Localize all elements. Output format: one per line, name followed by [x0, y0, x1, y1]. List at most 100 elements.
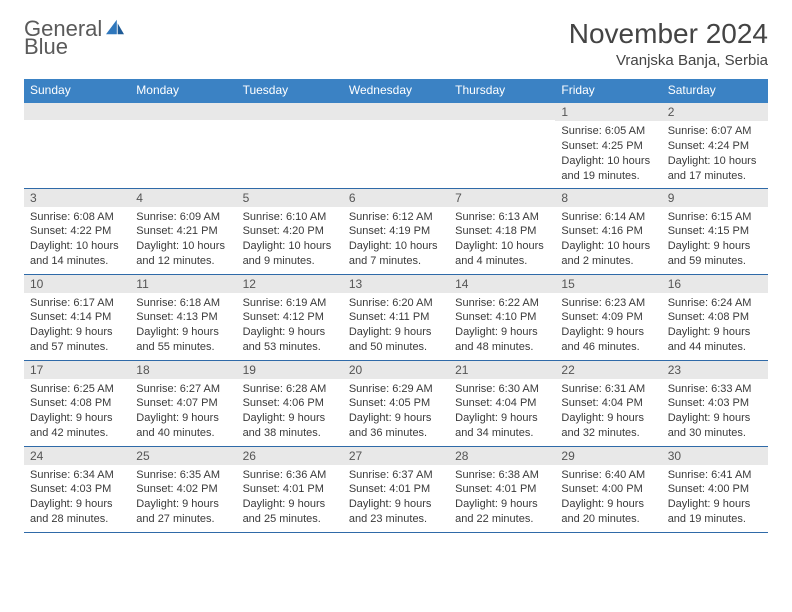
- calendar-cell: 20Sunrise: 6:29 AMSunset: 4:05 PMDayligh…: [343, 360, 449, 446]
- day-number: 26: [237, 447, 343, 465]
- day-details: Sunrise: 6:18 AMSunset: 4:13 PMDaylight:…: [130, 293, 236, 359]
- day-number: 23: [662, 361, 768, 379]
- calendar-cell: 28Sunrise: 6:38 AMSunset: 4:01 PMDayligh…: [449, 446, 555, 532]
- calendar-cell: 21Sunrise: 6:30 AMSunset: 4:04 PMDayligh…: [449, 360, 555, 446]
- day-number: 25: [130, 447, 236, 465]
- calendar-week: 1Sunrise: 6:05 AMSunset: 4:25 PMDaylight…: [24, 102, 768, 188]
- calendar-cell: 22Sunrise: 6:31 AMSunset: 4:04 PMDayligh…: [555, 360, 661, 446]
- calendar-cell: 1Sunrise: 6:05 AMSunset: 4:25 PMDaylight…: [555, 102, 661, 188]
- day-header: Wednesday: [343, 79, 449, 102]
- day-details: Sunrise: 6:19 AMSunset: 4:12 PMDaylight:…: [237, 293, 343, 359]
- day-number: 24: [24, 447, 130, 465]
- calendar-cell: 25Sunrise: 6:35 AMSunset: 4:02 PMDayligh…: [130, 446, 236, 532]
- day-details: Sunrise: 6:17 AMSunset: 4:14 PMDaylight:…: [24, 293, 130, 359]
- empty-day-strip: [130, 103, 236, 120]
- calendar-cell: [237, 102, 343, 188]
- day-details: Sunrise: 6:41 AMSunset: 4:00 PMDaylight:…: [662, 465, 768, 531]
- day-details: Sunrise: 6:33 AMSunset: 4:03 PMDaylight:…: [662, 379, 768, 445]
- day-details: Sunrise: 6:08 AMSunset: 4:22 PMDaylight:…: [24, 207, 130, 273]
- day-header: Friday: [555, 79, 661, 102]
- calendar-cell: 7Sunrise: 6:13 AMSunset: 4:18 PMDaylight…: [449, 188, 555, 274]
- calendar-cell: 30Sunrise: 6:41 AMSunset: 4:00 PMDayligh…: [662, 446, 768, 532]
- day-number: 30: [662, 447, 768, 465]
- calendar-cell: 24Sunrise: 6:34 AMSunset: 4:03 PMDayligh…: [24, 446, 130, 532]
- day-details: Sunrise: 6:13 AMSunset: 4:18 PMDaylight:…: [449, 207, 555, 273]
- calendar-table: SundayMondayTuesdayWednesdayThursdayFrid…: [24, 79, 768, 533]
- day-number: 2: [662, 103, 768, 121]
- day-header: Thursday: [449, 79, 555, 102]
- calendar-cell: [130, 102, 236, 188]
- day-number: 15: [555, 275, 661, 293]
- calendar-cell: 29Sunrise: 6:40 AMSunset: 4:00 PMDayligh…: [555, 446, 661, 532]
- day-number: 29: [555, 447, 661, 465]
- calendar-week: 24Sunrise: 6:34 AMSunset: 4:03 PMDayligh…: [24, 446, 768, 532]
- day-number: 5: [237, 189, 343, 207]
- day-details: Sunrise: 6:31 AMSunset: 4:04 PMDaylight:…: [555, 379, 661, 445]
- day-details: Sunrise: 6:09 AMSunset: 4:21 PMDaylight:…: [130, 207, 236, 273]
- day-details: Sunrise: 6:36 AMSunset: 4:01 PMDaylight:…: [237, 465, 343, 531]
- brand-logo: General Blue: [24, 18, 126, 58]
- day-details: Sunrise: 6:28 AMSunset: 4:06 PMDaylight:…: [237, 379, 343, 445]
- day-number: 1: [555, 103, 661, 121]
- calendar-cell: 19Sunrise: 6:28 AMSunset: 4:06 PMDayligh…: [237, 360, 343, 446]
- calendar-cell: [24, 102, 130, 188]
- calendar-cell: 15Sunrise: 6:23 AMSunset: 4:09 PMDayligh…: [555, 274, 661, 360]
- brand-sail-icon: [104, 18, 126, 36]
- day-number: 6: [343, 189, 449, 207]
- day-number: 27: [343, 447, 449, 465]
- day-details: Sunrise: 6:38 AMSunset: 4:01 PMDaylight:…: [449, 465, 555, 531]
- day-header: Monday: [130, 79, 236, 102]
- empty-day-strip: [343, 103, 449, 120]
- location-label: Vranjska Banja, Serbia: [569, 52, 768, 69]
- day-details: Sunrise: 6:25 AMSunset: 4:08 PMDaylight:…: [24, 379, 130, 445]
- day-number: 18: [130, 361, 236, 379]
- day-number: 3: [24, 189, 130, 207]
- day-number: 4: [130, 189, 236, 207]
- day-details: Sunrise: 6:23 AMSunset: 4:09 PMDaylight:…: [555, 293, 661, 359]
- day-number: 14: [449, 275, 555, 293]
- day-details: Sunrise: 6:12 AMSunset: 4:19 PMDaylight:…: [343, 207, 449, 273]
- calendar-cell: [449, 102, 555, 188]
- calendar-cell: 23Sunrise: 6:33 AMSunset: 4:03 PMDayligh…: [662, 360, 768, 446]
- calendar-week: 17Sunrise: 6:25 AMSunset: 4:08 PMDayligh…: [24, 360, 768, 446]
- day-details: Sunrise: 6:24 AMSunset: 4:08 PMDaylight:…: [662, 293, 768, 359]
- calendar-week: 10Sunrise: 6:17 AMSunset: 4:14 PMDayligh…: [24, 274, 768, 360]
- month-title: November 2024: [569, 18, 768, 50]
- calendar-cell: 27Sunrise: 6:37 AMSunset: 4:01 PMDayligh…: [343, 446, 449, 532]
- day-details: Sunrise: 6:40 AMSunset: 4:00 PMDaylight:…: [555, 465, 661, 531]
- empty-day-strip: [237, 103, 343, 120]
- day-details: Sunrise: 6:05 AMSunset: 4:25 PMDaylight:…: [555, 121, 661, 187]
- day-number: 11: [130, 275, 236, 293]
- calendar-cell: 14Sunrise: 6:22 AMSunset: 4:10 PMDayligh…: [449, 274, 555, 360]
- day-details: Sunrise: 6:37 AMSunset: 4:01 PMDaylight:…: [343, 465, 449, 531]
- day-number: 16: [662, 275, 768, 293]
- day-details: Sunrise: 6:27 AMSunset: 4:07 PMDaylight:…: [130, 379, 236, 445]
- day-header: Tuesday: [237, 79, 343, 102]
- calendar-cell: 6Sunrise: 6:12 AMSunset: 4:19 PMDaylight…: [343, 188, 449, 274]
- empty-day-strip: [449, 103, 555, 120]
- calendar-cell: 3Sunrise: 6:08 AMSunset: 4:22 PMDaylight…: [24, 188, 130, 274]
- day-details: Sunrise: 6:10 AMSunset: 4:20 PMDaylight:…: [237, 207, 343, 273]
- calendar-cell: 4Sunrise: 6:09 AMSunset: 4:21 PMDaylight…: [130, 188, 236, 274]
- calendar-cell: 10Sunrise: 6:17 AMSunset: 4:14 PMDayligh…: [24, 274, 130, 360]
- day-number: 20: [343, 361, 449, 379]
- calendar-cell: 12Sunrise: 6:19 AMSunset: 4:12 PMDayligh…: [237, 274, 343, 360]
- calendar-week: 3Sunrise: 6:08 AMSunset: 4:22 PMDaylight…: [24, 188, 768, 274]
- calendar-cell: 13Sunrise: 6:20 AMSunset: 4:11 PMDayligh…: [343, 274, 449, 360]
- day-number: 8: [555, 189, 661, 207]
- day-details: Sunrise: 6:15 AMSunset: 4:15 PMDaylight:…: [662, 207, 768, 273]
- calendar-cell: 16Sunrise: 6:24 AMSunset: 4:08 PMDayligh…: [662, 274, 768, 360]
- calendar-cell: 17Sunrise: 6:25 AMSunset: 4:08 PMDayligh…: [24, 360, 130, 446]
- day-number: 9: [662, 189, 768, 207]
- calendar-cell: 8Sunrise: 6:14 AMSunset: 4:16 PMDaylight…: [555, 188, 661, 274]
- calendar-cell: [343, 102, 449, 188]
- day-header: Sunday: [24, 79, 130, 102]
- day-header: Saturday: [662, 79, 768, 102]
- day-number: 17: [24, 361, 130, 379]
- calendar-cell: 26Sunrise: 6:36 AMSunset: 4:01 PMDayligh…: [237, 446, 343, 532]
- day-number: 7: [449, 189, 555, 207]
- page-header: General Blue November 2024 Vranjska Banj…: [24, 18, 768, 69]
- calendar-cell: 2Sunrise: 6:07 AMSunset: 4:24 PMDaylight…: [662, 102, 768, 188]
- calendar-cell: 5Sunrise: 6:10 AMSunset: 4:20 PMDaylight…: [237, 188, 343, 274]
- day-details: Sunrise: 6:30 AMSunset: 4:04 PMDaylight:…: [449, 379, 555, 445]
